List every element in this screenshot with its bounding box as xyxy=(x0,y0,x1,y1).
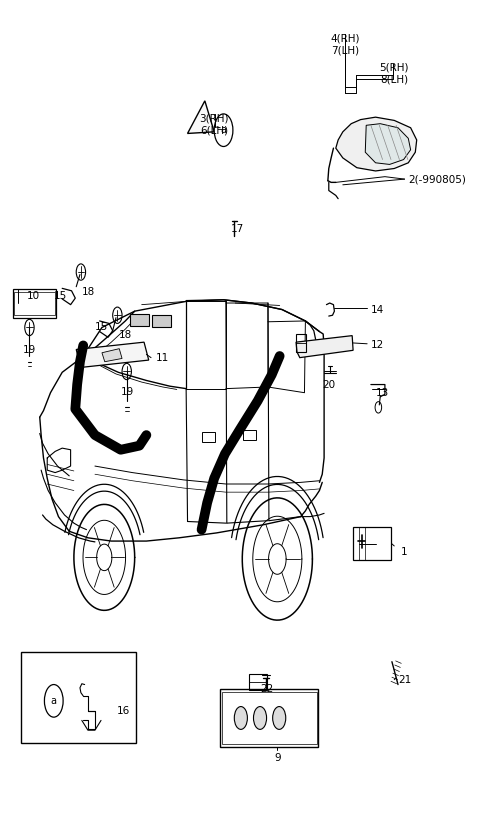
Circle shape xyxy=(253,707,266,730)
Circle shape xyxy=(273,707,286,730)
Polygon shape xyxy=(296,335,353,357)
Polygon shape xyxy=(102,348,122,362)
Text: a: a xyxy=(51,696,57,706)
Bar xyxy=(14,292,55,315)
Circle shape xyxy=(45,685,63,717)
Text: 19: 19 xyxy=(121,387,134,397)
Circle shape xyxy=(234,707,247,730)
Text: 10: 10 xyxy=(27,290,40,301)
Text: 17: 17 xyxy=(231,224,244,234)
Text: 19: 19 xyxy=(23,345,36,355)
Text: 3(RH)
6(LH): 3(RH) 6(LH) xyxy=(200,114,229,136)
Text: 12: 12 xyxy=(371,340,384,350)
Text: 11: 11 xyxy=(156,353,169,362)
Bar xyxy=(249,674,267,690)
Bar xyxy=(21,652,136,744)
Circle shape xyxy=(214,114,233,146)
Text: 15: 15 xyxy=(54,290,68,301)
Text: a: a xyxy=(220,125,227,135)
Polygon shape xyxy=(365,124,410,164)
Text: 14: 14 xyxy=(371,304,384,315)
Text: 22: 22 xyxy=(260,684,273,694)
Polygon shape xyxy=(188,101,214,133)
Text: 21: 21 xyxy=(398,675,411,685)
Bar xyxy=(296,334,306,352)
Text: 13: 13 xyxy=(375,388,389,398)
Polygon shape xyxy=(76,342,149,367)
Text: 4(RH)
7(LH): 4(RH) 7(LH) xyxy=(330,34,360,56)
Text: 18: 18 xyxy=(82,287,96,297)
Bar xyxy=(130,313,149,326)
Bar xyxy=(202,432,215,442)
Bar xyxy=(353,528,392,560)
Bar xyxy=(152,315,171,327)
Text: 18: 18 xyxy=(118,330,132,340)
Text: 5(RH)
8(LH): 5(RH) 8(LH) xyxy=(380,62,409,84)
Polygon shape xyxy=(336,117,417,171)
Text: 15: 15 xyxy=(95,321,108,332)
Bar xyxy=(13,289,56,317)
Bar xyxy=(220,689,319,748)
Text: 1: 1 xyxy=(401,546,408,557)
Text: 2(-990805): 2(-990805) xyxy=(408,174,466,184)
Text: 16: 16 xyxy=(117,706,131,716)
Text: 9: 9 xyxy=(274,753,281,763)
Bar xyxy=(243,430,256,440)
Text: 20: 20 xyxy=(322,380,336,389)
Bar xyxy=(222,692,317,744)
